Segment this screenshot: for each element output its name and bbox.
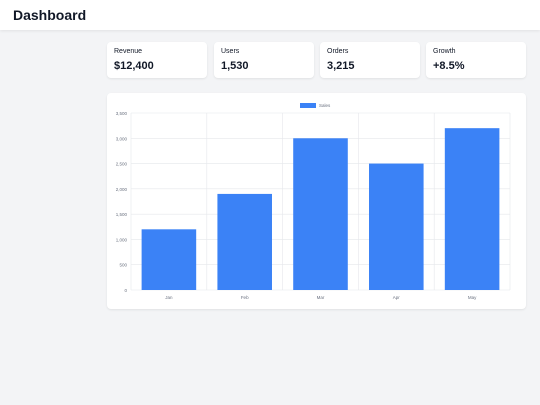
card-label: Users: [221, 48, 240, 55]
y-tick-label: 3,000: [116, 136, 128, 141]
y-tick-label: 0: [124, 288, 127, 293]
card-value: 1,530: [221, 60, 249, 72]
legend-label[interactable]: Sales: [319, 103, 331, 108]
orders-card: Orders 3,215: [320, 42, 420, 78]
sales-chart-panel: 0 500 1,000 1,500 2,000 2,500 3,000 3,500 Jan Feb…: [107, 93, 526, 309]
x-tick-label: Jan: [165, 295, 173, 300]
x-tick-label: Apr: [393, 295, 401, 300]
card-value: 3,215: [327, 60, 355, 72]
y-tick-label: 2,000: [116, 187, 128, 192]
top-header: Dashboard: [0, 0, 540, 30]
y-tick-label: 1,000: [116, 237, 128, 242]
bar-apr[interactable]: [369, 163, 424, 290]
y-tick-label: 3,500: [116, 111, 128, 116]
bar-feb[interactable]: [217, 193, 272, 290]
card-value: $12,400: [114, 60, 154, 72]
x-tick-label: Feb: [241, 295, 249, 300]
revenue-card: Revenue $12,400: [107, 42, 207, 78]
y-tick-label: 1,500: [116, 212, 128, 217]
y-tick-label: 2,500: [116, 162, 128, 167]
bar-may[interactable]: [444, 128, 500, 290]
legend-swatch[interactable]: [300, 103, 316, 108]
x-tick-label: Mar: [317, 295, 325, 300]
card-label: Growth: [433, 48, 456, 55]
growth-card: Growth +8.5%: [426, 42, 526, 78]
page-title: Dashboard: [13, 7, 87, 23]
card-label: Orders: [327, 48, 349, 55]
x-tick-label: May: [468, 295, 477, 300]
y-tick-label: 500: [119, 263, 127, 268]
bar-mar[interactable]: [293, 138, 348, 290]
users-card: Users 1,530: [214, 42, 314, 78]
card-label: Revenue: [114, 48, 143, 55]
bar-jan[interactable]: [141, 229, 197, 290]
card-value: +8.5%: [433, 60, 465, 72]
sales-bar-chart: 0 500 1,000 1,500 2,000 2,500 3,000 3,500 Jan Feb…: [116, 103, 511, 300]
